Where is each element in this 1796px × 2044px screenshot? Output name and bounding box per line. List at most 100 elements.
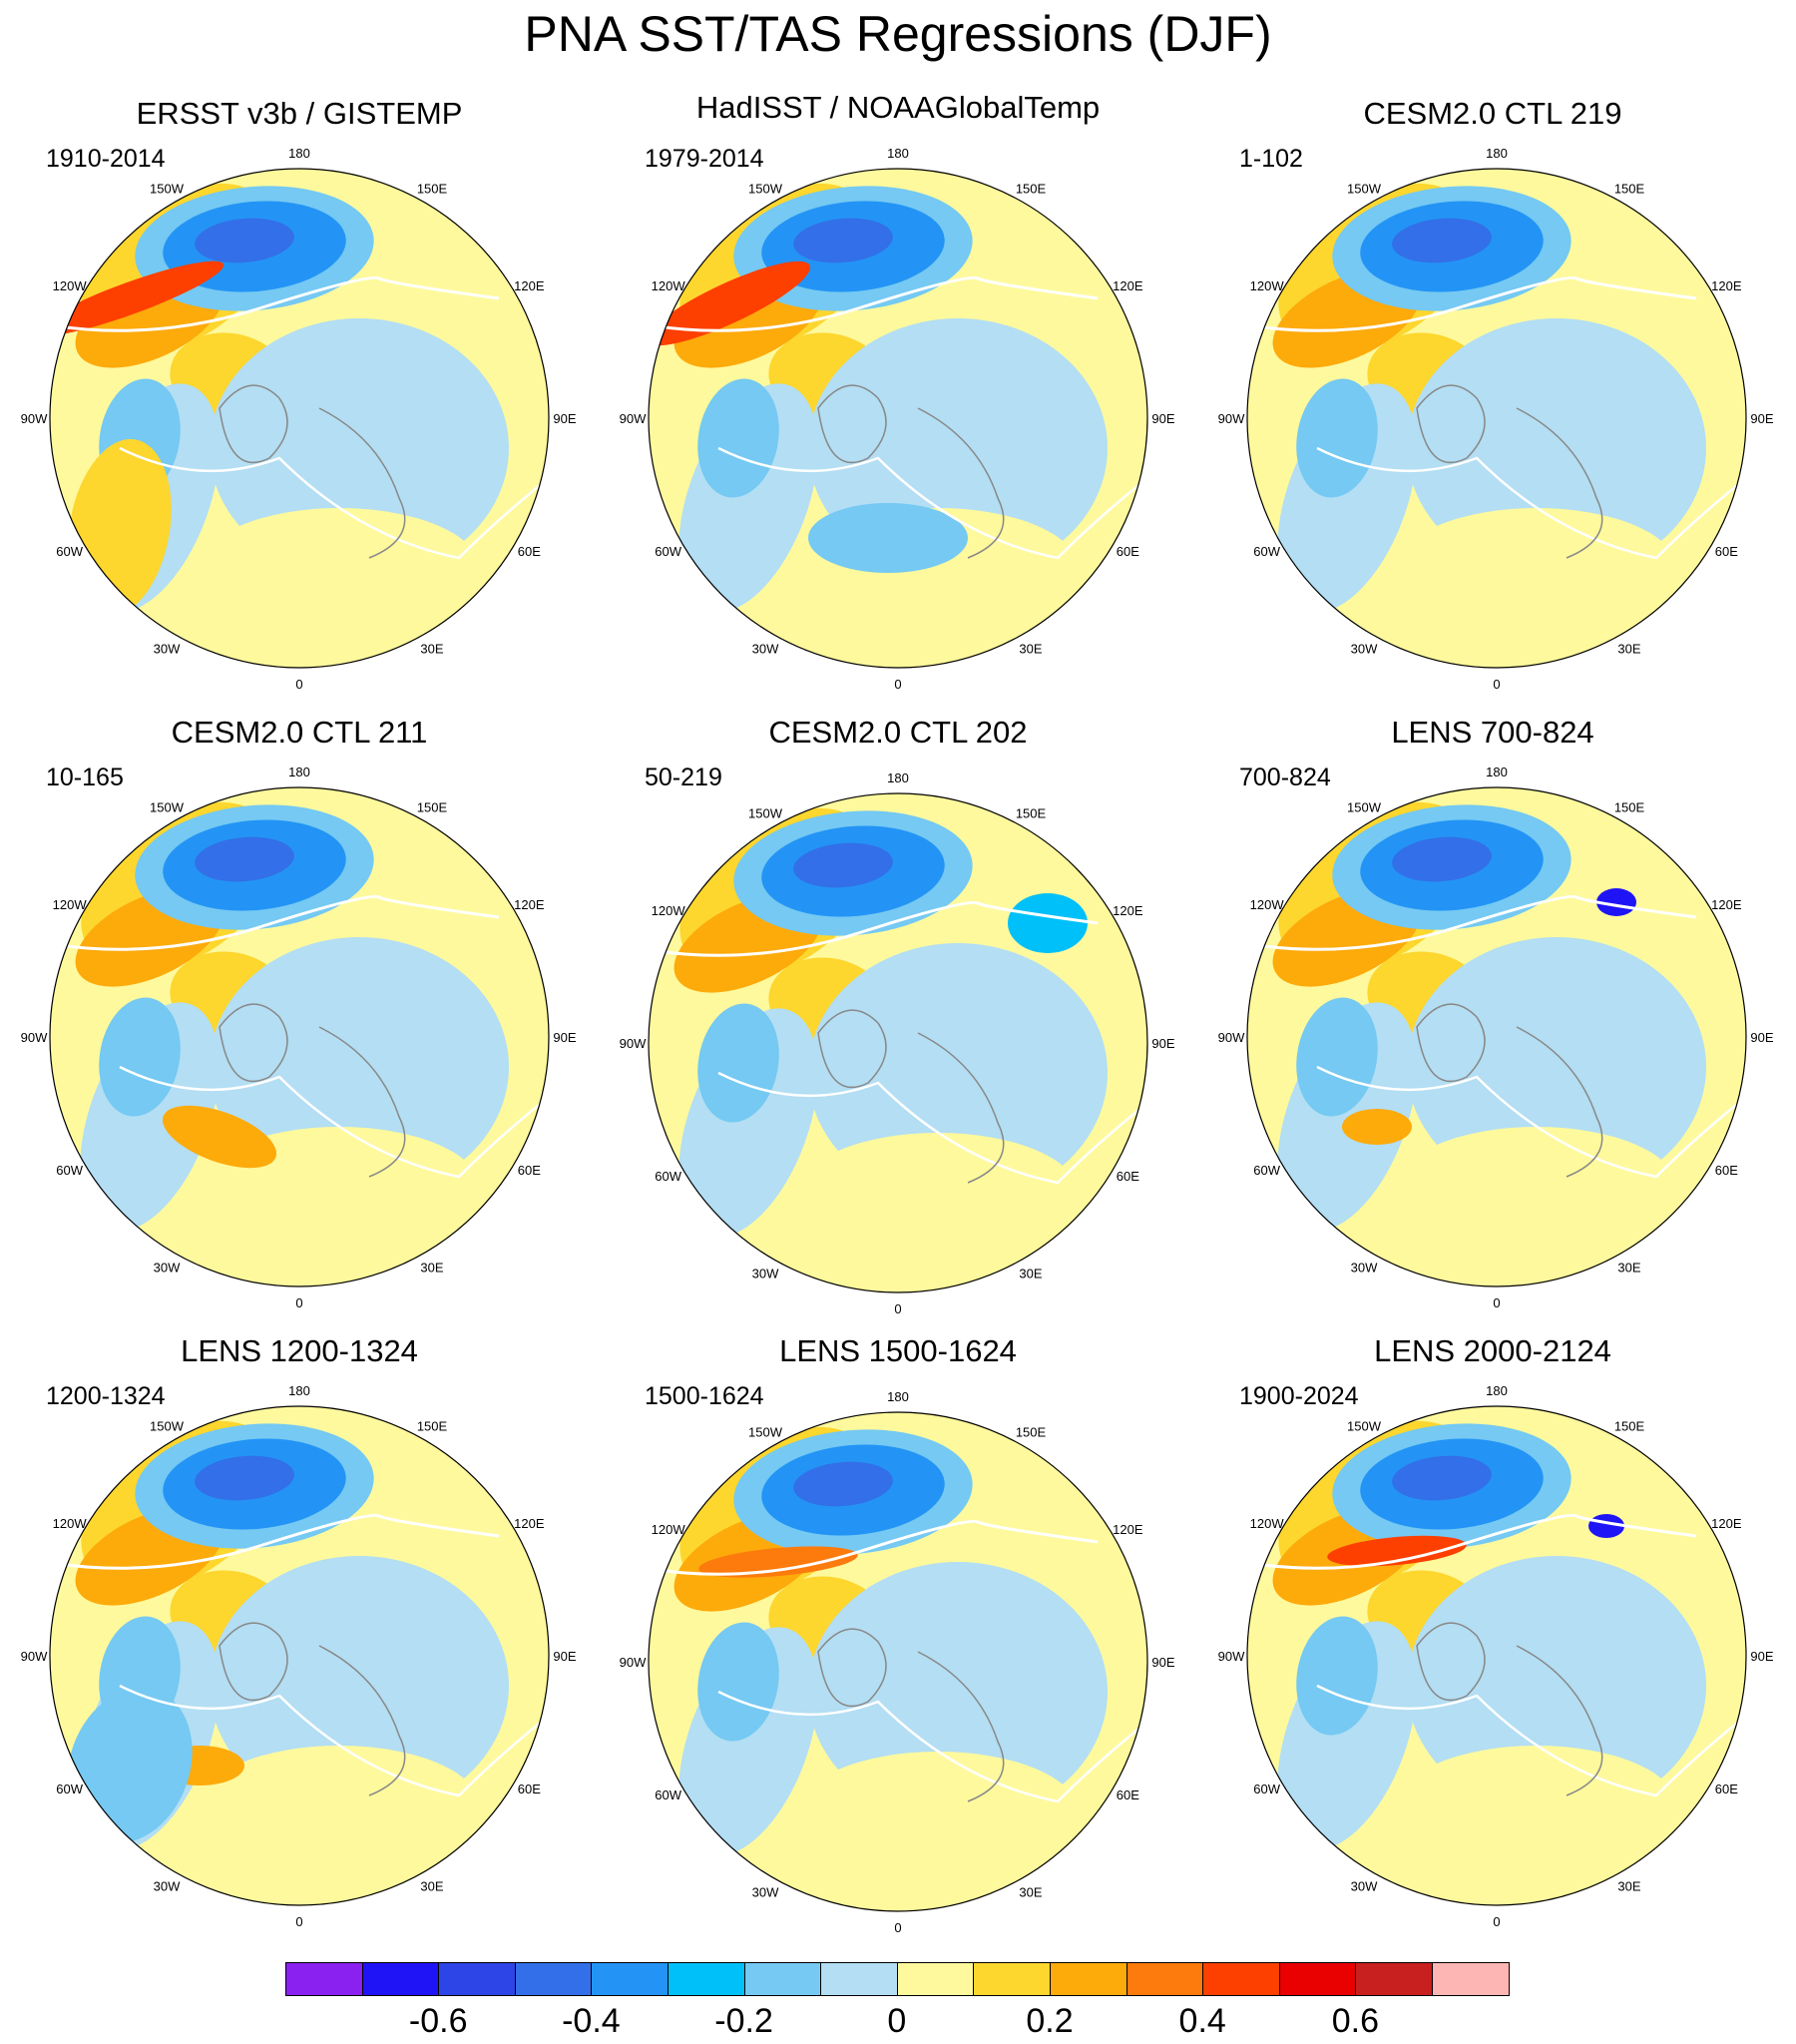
longitude-label: 120W <box>1250 278 1285 293</box>
panel-title: CESM2.0 CTL 219 <box>1363 96 1622 131</box>
longitude-label: 90W <box>620 1655 647 1670</box>
warm-anomaly-region <box>798 1752 1078 1871</box>
colorbar-tick-label: -0.2 <box>714 2002 773 2040</box>
coastline <box>649 900 1099 957</box>
map-boundary <box>1246 168 1747 669</box>
polar-map: 180 150E 120E 90E 60E 30E 0 30W 60W 90W 120W 150W <box>620 146 1175 692</box>
longitude-label: 0 <box>1493 677 1500 692</box>
longitude-label: 150W <box>1347 1419 1382 1434</box>
longitude-label: 30W <box>752 641 779 656</box>
longitude-label: 150W <box>1347 800 1382 815</box>
map-boundary <box>1246 1405 1747 1906</box>
panel-title: HadISST / NOAAGlobalTemp <box>695 90 1101 125</box>
colorbar-swatch <box>514 1962 593 1996</box>
colorbar-swatch <box>1432 1962 1510 1996</box>
coastline <box>119 1065 549 1179</box>
map-panel: 180 150E 120E 90E 60E 30E 0 30W 60W 90W 120W 150W H… <box>599 90 1197 709</box>
warm-anomaly-region <box>200 1746 479 1865</box>
longitude-label: 150W <box>150 182 185 197</box>
cold-anomaly-region <box>793 1461 893 1507</box>
map-panel: 180 150E 120E 90E 60E 30E 0 30W 60W 90W 120W 150W L… <box>599 1333 1197 1952</box>
longitude-label: 120E <box>514 897 545 912</box>
longitude-label: 150E <box>1614 182 1645 197</box>
coastline <box>1247 894 1697 951</box>
coastline <box>50 275 500 332</box>
warm-anomaly-region <box>1342 1109 1412 1145</box>
longitude-label: 120E <box>514 1516 545 1531</box>
longitude-label: 0 <box>295 1914 302 1929</box>
longitude-label: 180 <box>1486 765 1508 779</box>
longitude-label: 0 <box>295 677 302 692</box>
longitude-label: 30E <box>1617 1878 1640 1893</box>
colorbar-swatch <box>1278 1962 1357 1996</box>
colorbar-swatch <box>1355 1962 1433 1996</box>
panel-title: CESM2.0 CTL 211 <box>171 715 428 750</box>
longitude-label: 120W <box>652 903 686 918</box>
colorbar-tick-label: 0.6 <box>1331 2002 1380 2040</box>
panel-period: 50-219 <box>645 764 722 791</box>
panel-title: LENS 1500-1624 <box>779 1333 1017 1368</box>
longitude-label: 60E <box>518 1782 541 1796</box>
longitude-label: 30E <box>1019 1266 1042 1280</box>
map-boundary <box>648 792 1148 1293</box>
polar-map: 180 150E 120E 90E 60E 30E 0 30W 60W 90W 120W 150W <box>620 770 1175 1316</box>
coastline <box>119 1684 549 1797</box>
coastline <box>1316 1684 1746 1797</box>
longitude-label: 60E <box>1715 1782 1738 1796</box>
coastline <box>649 275 1099 332</box>
colorbar-tick-label: 0.2 <box>1026 2002 1074 2040</box>
longitude-label: 120E <box>1113 903 1143 918</box>
cold-anomaly-region <box>697 1622 779 1742</box>
map-panel: 180 150E 120E 90E 60E 30E 0 30W 60W 90W 120W 150W L… <box>1193 1333 1792 1952</box>
cold-anomaly-region <box>195 1455 294 1501</box>
longitude-label: 60W <box>1253 1163 1280 1178</box>
longitude-label: 90E <box>1151 411 1174 426</box>
colorbar-tick-label: 0 <box>887 2002 907 2040</box>
longitude-label: 180 <box>288 146 310 161</box>
longitude-label: 0 <box>295 1295 302 1310</box>
longitude-label: 150E <box>417 800 448 815</box>
longitude-label: 60E <box>518 1163 541 1178</box>
colorbar-swatch <box>361 1962 440 1996</box>
longitude-label: 90W <box>1218 1030 1245 1045</box>
cold-anomaly-region <box>793 218 893 263</box>
longitude-label: 150E <box>1016 806 1047 821</box>
warm-anomaly-region <box>649 260 811 346</box>
longitude-label: 150W <box>748 806 783 821</box>
longitude-label: 150E <box>1614 1419 1645 1434</box>
longitude-label: 30W <box>1351 1878 1378 1893</box>
colorbar-swatch <box>1202 1962 1280 1996</box>
cold-anomaly-region <box>697 378 779 498</box>
longitude-label: 180 <box>288 1383 310 1398</box>
longitude-label: 60E <box>1715 544 1738 559</box>
longitude-label: 150W <box>150 1419 185 1434</box>
longitude-label: 30W <box>752 1266 779 1280</box>
longitude-label: 60W <box>655 1169 681 1184</box>
cold-anomaly-region <box>1392 1455 1492 1501</box>
panel-period: 1910-2014 <box>46 145 166 173</box>
warm-anomaly-region <box>798 1133 1078 1253</box>
longitude-label: 90E <box>1750 1030 1773 1045</box>
cold-anomaly-region <box>195 218 294 263</box>
coastline <box>717 1690 1147 1803</box>
longitude-label: 60W <box>1253 1782 1280 1796</box>
map-boundary <box>1246 786 1747 1287</box>
longitude-label: 60E <box>1117 1169 1139 1184</box>
longitude-label: 180 <box>887 770 909 785</box>
longitude-label: 90E <box>1151 1655 1174 1670</box>
map-panel: 180 150E 120E 90E 60E 30E 0 30W 60W 90W 120W 150W L… <box>1193 715 1792 1333</box>
cold-anomaly-region <box>808 503 968 573</box>
cold-anomaly-region <box>99 997 181 1117</box>
colorbar-tick-label: -0.6 <box>408 2002 468 2040</box>
coastline <box>917 1651 1005 1802</box>
colorbar-swatch <box>1050 1962 1127 1996</box>
coastline <box>817 1009 887 1089</box>
longitude-label: 30E <box>1617 641 1640 656</box>
cold-anomaly-region <box>697 1003 779 1123</box>
coastline <box>1316 1065 1746 1179</box>
coastline <box>1316 446 1746 560</box>
colorbar-tick-label: -0.4 <box>562 2002 621 2040</box>
longitude-label: 150E <box>417 1419 448 1434</box>
panel-title: LENS 2000-2124 <box>1374 1333 1611 1368</box>
warm-anomaly-region <box>50 260 224 336</box>
